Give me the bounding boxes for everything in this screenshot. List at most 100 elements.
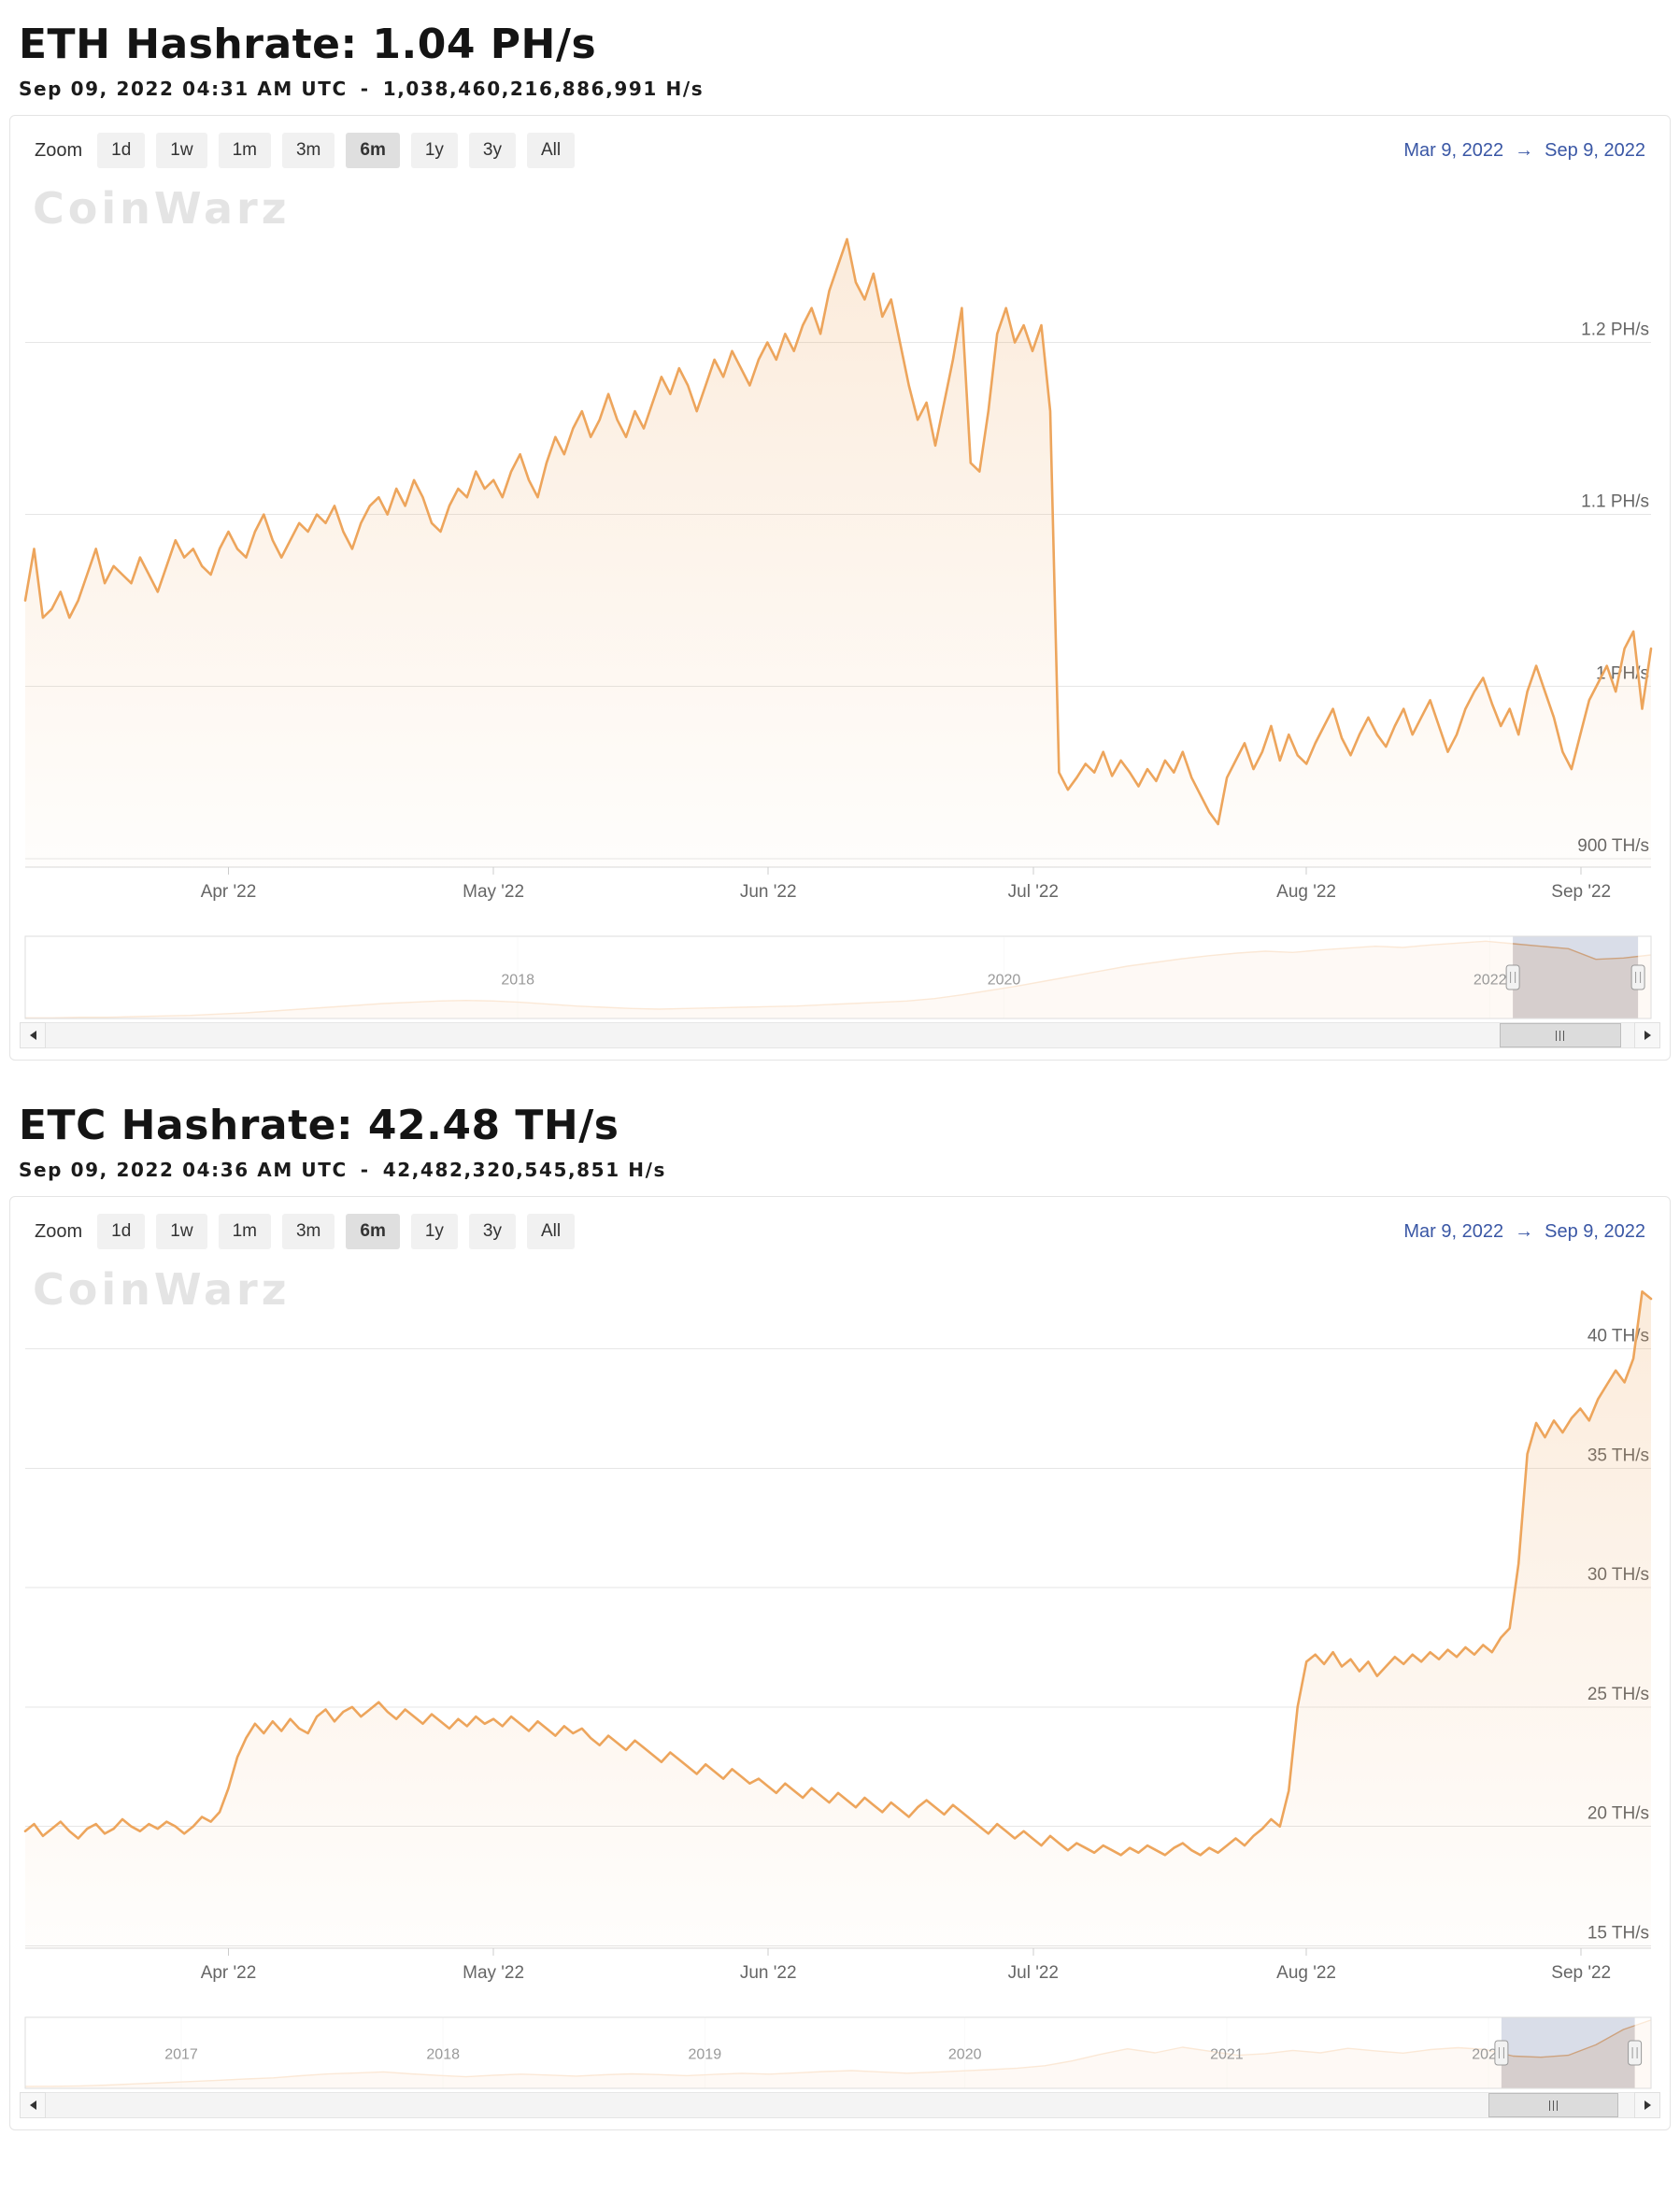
zoom-button-1d[interactable]: 1d [97, 1214, 146, 1249]
nav-year-label: 2022 [1474, 972, 1507, 988]
zoom-button-3m[interactable]: 3m [281, 133, 335, 168]
y-axis-label: 1.2 PH/s [1581, 320, 1649, 340]
nav-handle-right[interactable] [1630, 964, 1645, 990]
range-end-date[interactable]: Sep 9, 2022 [1545, 1220, 1645, 1242]
zoom-button-6m[interactable]: 6m [346, 1214, 400, 1249]
nav-handle-left[interactable] [1494, 2040, 1509, 2066]
scrollbar-grip-line [1559, 1030, 1561, 1041]
eth-chart-card: Zoom 1d 1w 1m 3m 6m 1y 3y All Mar 9, 202… [9, 115, 1671, 1061]
range-start-date[interactable]: Mar 9, 2022 [1403, 139, 1504, 161]
etc-navigator-chart[interactable]: 2017 2018 2019 2020 2021 2022 [20, 2015, 1664, 2090]
scrollbar-grip-line [1552, 2100, 1554, 2111]
y-axis-label: 40 TH/s [1587, 1327, 1649, 1346]
eth-date-range: Mar 9, 2022 → Sep 9, 2022 [1403, 140, 1645, 162]
nav-year-label: 2020 [988, 972, 1021, 988]
x-axis-label: Jul '22 [1008, 1963, 1059, 1983]
eth-scrollbar [20, 1022, 1660, 1048]
x-axis-label: Sep '22 [1551, 882, 1611, 902]
etc-subtitle-separator: - [360, 1159, 370, 1181]
zoom-button-all[interactable]: All [527, 133, 576, 168]
range-arrow-icon: → [1515, 139, 1534, 161]
eth-subtitle: Sep 09, 2022 04:31 AM UTC - 1,038,460,21… [19, 78, 1661, 100]
eth-chart-area: CoinWarz 900 TH/s1 PH/s1.1 PH/s1.2 PH/sA… [20, 179, 1660, 908]
etc-scrollbar-track[interactable] [46, 2092, 1634, 2118]
scrollbar-grip-line [1556, 2100, 1558, 2111]
zoom-button-6m[interactable]: 6m [346, 133, 400, 168]
scrollbar-right-arrow[interactable] [1634, 1022, 1660, 1048]
x-axis-label: May '22 [463, 882, 524, 902]
scrollbar-grip-line [1563, 1030, 1565, 1041]
nav-year-label: 2017 [164, 2046, 198, 2062]
eth-toolbar: Zoom 1d 1w 1m 3m 6m 1y 3y All Mar 9, 202… [20, 131, 1660, 179]
y-axis-label: 1.1 PH/s [1581, 492, 1649, 512]
zoom-button-1y[interactable]: 1y [410, 133, 458, 168]
scrollbar-grip-line [1556, 1030, 1558, 1041]
etc-scrollbar-thumb[interactable] [1488, 2093, 1618, 2117]
left-triangle-icon [25, 1031, 36, 1040]
nav-handle-left[interactable] [1505, 964, 1520, 990]
nav-handle-right[interactable] [1628, 2040, 1643, 2066]
range-start-date[interactable]: Mar 9, 2022 [1403, 1220, 1504, 1242]
range-end-date[interactable]: Sep 9, 2022 [1545, 139, 1645, 161]
scrollbar-left-arrow[interactable] [20, 2092, 46, 2118]
eth-scrollbar-thumb[interactable] [1499, 1023, 1622, 1047]
hashrate-line [23, 1290, 1653, 1857]
eth-page-title: ETH Hashrate: 1.04 PH/s [19, 21, 597, 68]
etc-section: ETC Hashrate: 42.48 TH/s Sep 09, 2022 04… [7, 1089, 1673, 2130]
etc-subtitle: Sep 09, 2022 04:36 AM UTC - 42,482,320,5… [19, 1159, 1661, 1181]
hashrate-area [25, 1291, 1651, 1948]
eth-section: ETH Hashrate: 1.04 PH/s Sep 09, 2022 04:… [7, 7, 1673, 1061]
etc-page-title: ETC Hashrate: 42.48 TH/s [19, 1102, 619, 1149]
zoom-button-1y[interactable]: 1y [410, 1214, 458, 1249]
etc-toolbar: Zoom 1d 1w 1m 3m 6m 1y 3y All Mar 9, 202… [20, 1212, 1660, 1260]
eth-navigator: 2018 2020 2022 [20, 934, 1660, 1048]
nav-selected-range[interactable] [1513, 936, 1639, 1018]
etc-timestamp: Sep 09, 2022 04:36 AM UTC [19, 1159, 348, 1181]
etc-scrollbar [20, 2092, 1660, 2118]
x-axis-label: Jul '22 [1008, 882, 1059, 902]
x-axis-label: Sep '22 [1551, 1963, 1611, 1983]
zoom-button-1w[interactable]: 1w [156, 1214, 207, 1249]
x-axis-label: Apr '22 [201, 882, 257, 902]
eth-scrollbar-track[interactable] [46, 1022, 1634, 1048]
hashrate-area [25, 239, 1651, 867]
nav-selected-range[interactable] [1501, 2017, 1635, 2088]
zoom-button-3y[interactable]: 3y [468, 1214, 516, 1249]
right-triangle-icon [1644, 1031, 1656, 1040]
etc-header: ETC Hashrate: 42.48 TH/s Sep 09, 2022 04… [7, 1089, 1673, 1196]
scrollbar-right-arrow[interactable] [1634, 2092, 1660, 2118]
zoom-button-all[interactable]: All [527, 1214, 576, 1249]
nav-year-label: 2018 [501, 972, 534, 988]
zoom-button-1w[interactable]: 1w [156, 133, 207, 168]
etc-full-hashrate-value: 42,482,320,545,851 H/s [382, 1159, 667, 1181]
nav-mask-right [1634, 2017, 1651, 2088]
x-axis-label: Jun '22 [740, 1963, 797, 1983]
nav-year-label: 2019 [689, 2046, 722, 2062]
eth-full-hashrate-value: 1,038,460,216,886,991 H/s [382, 78, 705, 100]
x-axis-label: Jun '22 [740, 882, 797, 902]
nav-mask-left [25, 2017, 1502, 2088]
x-axis-label: May '22 [463, 1963, 524, 1983]
etc-chart-card: Zoom 1d 1w 1m 3m 6m 1y 3y All Mar 9, 202… [9, 1196, 1671, 2130]
eth-navigator-chart[interactable]: 2018 2020 2022 [20, 934, 1664, 1020]
zoom-button-1m[interactable]: 1m [218, 133, 271, 168]
nav-mask-left [25, 936, 1514, 1018]
etc-chart-area: CoinWarz 15 TH/s20 TH/s25 TH/s30 TH/s35 … [20, 1260, 1660, 1989]
right-triangle-icon [1644, 2100, 1656, 2110]
etc-hashrate-chart[interactable]: 15 TH/s20 TH/s25 TH/s30 TH/s35 TH/s40 TH… [20, 1260, 1664, 1989]
scrollbar-grip-line [1548, 2100, 1550, 2111]
range-arrow-icon: → [1515, 1220, 1534, 1242]
eth-subtitle-separator: - [360, 78, 370, 100]
x-axis-label: Aug '22 [1276, 1963, 1336, 1983]
nav-border [24, 2016, 1652, 2089]
scrollbar-left-arrow[interactable] [20, 1022, 46, 1048]
zoom-button-3y[interactable]: 3y [468, 133, 516, 168]
zoom-button-1m[interactable]: 1m [218, 1214, 271, 1249]
zoom-button-3m[interactable]: 3m [281, 1214, 335, 1249]
x-axis-label: Aug '22 [1276, 882, 1336, 902]
x-axis-label: Apr '22 [201, 1963, 257, 1983]
zoom-button-1d[interactable]: 1d [97, 133, 146, 168]
nav-border [24, 935, 1652, 1019]
